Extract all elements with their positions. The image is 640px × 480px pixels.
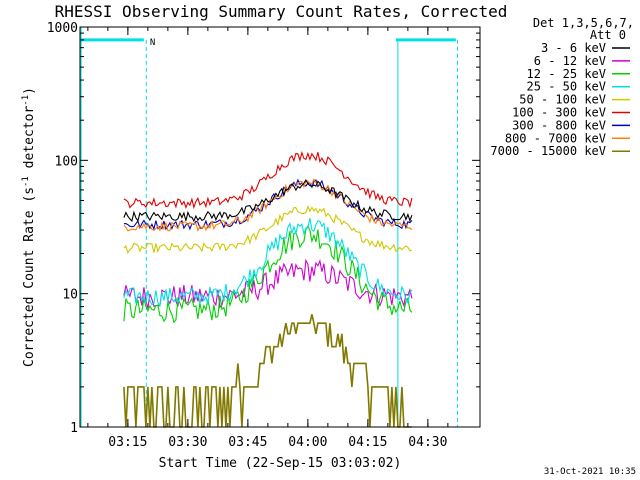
series-line-0 [123, 179, 413, 223]
legend-label: 7000 - 15000 keV [490, 144, 606, 158]
legend-header-line1: Det 1,3,5,6,7, [533, 16, 634, 30]
plot-axes [79, 26, 481, 428]
series-group [123, 150, 413, 428]
y-tick-label: 10 [62, 288, 78, 303]
y-tick-label: 1 [70, 421, 78, 436]
legend-header-line2: Att 0 [590, 28, 626, 42]
x-axis-label: Start Time (22-Sep-15 03:03:02) [159, 456, 402, 471]
y-label-part2: detector [22, 106, 37, 177]
y-label-sup2: -1 [21, 95, 31, 106]
legend-label: 50 - 100 keV [519, 93, 606, 107]
attenuator-bars: N [80, 27, 458, 427]
series-line-6 [123, 178, 413, 231]
x-tick-label: 03:30 [168, 435, 207, 450]
legend-label: 800 - 7000 keV [505, 131, 606, 145]
y-label-sup1: -1 [21, 176, 31, 187]
x-axis-ticks: 03:15 03:30 03:45 04:00 04:15 04:30 [87, 27, 449, 450]
y-label-part3: ) [22, 87, 37, 95]
legend-label: 25 - 50 keV [527, 80, 606, 94]
series-line-2 [123, 225, 413, 324]
plot-frame [79, 26, 481, 428]
x-tick-label: 03:15 [108, 435, 147, 450]
legend-label: 6 - 12 keV [534, 54, 606, 68]
y-tick-label: 1000 [47, 21, 78, 36]
y-axis-ticks: 1 10 100 1000 [47, 21, 480, 436]
legend-label: 100 - 300 keV [512, 106, 606, 120]
x-tick-label: 04:00 [288, 435, 327, 450]
chart-title: RHESSI Observing Summary Count Rates, Co… [55, 2, 508, 21]
night-flag-label: N [150, 38, 155, 48]
x-tick-label: 04:15 [348, 435, 387, 450]
series-line-3 [123, 218, 413, 308]
y-axis-label: Corrected Count Rate (s-1 detector-1) [21, 87, 37, 367]
x-tick-label: 03:45 [228, 435, 267, 450]
legend-label: 3 - 6 keV [541, 41, 606, 55]
y-label-part1: Corrected Count Rate (s [22, 187, 37, 367]
series-line-7 [123, 178, 413, 232]
series-line-4 [123, 204, 413, 254]
legend-label: 12 - 25 keV [527, 67, 606, 81]
series-line-5 [123, 150, 413, 210]
legend-label: 300 - 800 keV [512, 118, 606, 132]
x-tick-label: 04:30 [408, 435, 447, 450]
timestamp: 31-Oct-2021 10:35 [544, 467, 636, 477]
y-tick-label: 100 [55, 154, 78, 169]
series-line-8 [123, 314, 412, 428]
